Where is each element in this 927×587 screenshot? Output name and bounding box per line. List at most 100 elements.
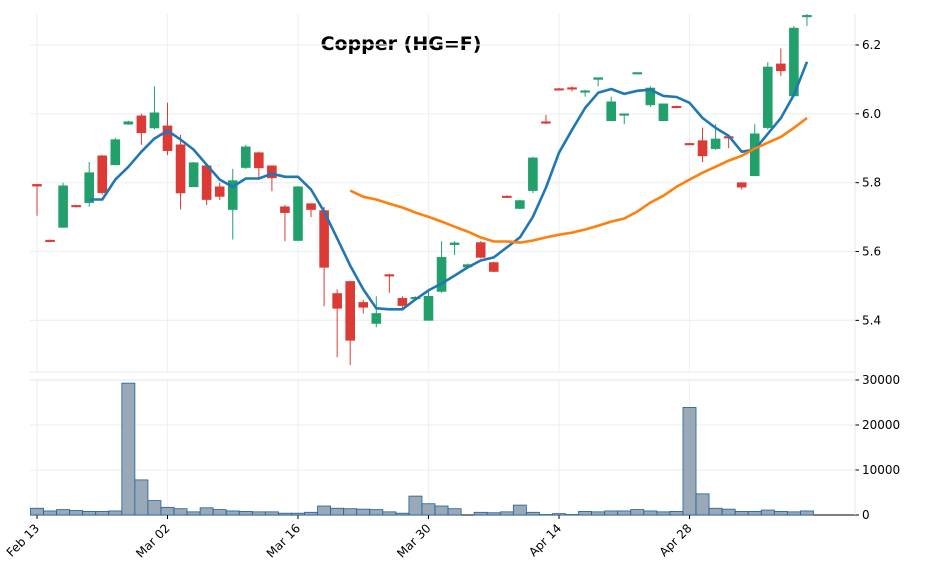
candle-body bbox=[162, 125, 173, 151]
volume-bar bbox=[447, 508, 462, 516]
volume-bar bbox=[395, 512, 410, 516]
candle-body bbox=[593, 77, 603, 80]
candle-body bbox=[606, 101, 617, 122]
volume-bar bbox=[708, 507, 723, 516]
candle-body bbox=[671, 105, 682, 109]
candle-body bbox=[280, 206, 290, 213]
candle-body bbox=[423, 295, 434, 321]
volume-bar bbox=[212, 509, 227, 516]
candle-body bbox=[554, 88, 564, 91]
candle-body bbox=[501, 195, 512, 198]
volume-bar bbox=[291, 512, 305, 516]
y-tick-label: 5.6 bbox=[862, 245, 881, 259]
volume-bar bbox=[225, 510, 240, 516]
candle-body bbox=[762, 66, 773, 128]
moving-average-line bbox=[89, 61, 809, 311]
volume-bar bbox=[604, 510, 619, 516]
volume-bar bbox=[473, 511, 488, 516]
chart-title: Copper (HG=F) bbox=[321, 33, 482, 55]
volume-bar bbox=[773, 510, 788, 516]
candle-body bbox=[397, 298, 408, 306]
volume-bar bbox=[578, 510, 593, 516]
candle-body bbox=[658, 103, 669, 122]
volume-bar bbox=[721, 508, 736, 516]
x-tick-label: Apr 14 bbox=[526, 521, 564, 559]
y-tick-label: 6.0 bbox=[862, 107, 881, 121]
candle-body bbox=[345, 281, 356, 341]
volume-bar bbox=[56, 509, 71, 516]
volume-bar bbox=[643, 510, 658, 516]
volume-bar bbox=[251, 511, 266, 516]
candle-body bbox=[632, 72, 643, 75]
volume-bar bbox=[682, 407, 697, 516]
candle-body bbox=[136, 115, 147, 134]
candle-body bbox=[710, 138, 721, 149]
candle-body bbox=[541, 121, 551, 124]
candle-body bbox=[201, 165, 212, 200]
volume-bar bbox=[264, 511, 279, 516]
volume-tick-label: 0 bbox=[862, 508, 870, 522]
candle-body bbox=[254, 152, 264, 169]
volume-bar bbox=[525, 511, 540, 516]
volume-tick-label: 30000 bbox=[862, 373, 900, 387]
volume-bar bbox=[656, 511, 671, 516]
y-tick-label: 5.4 bbox=[862, 313, 881, 327]
candle-body bbox=[58, 185, 68, 228]
candle-body bbox=[515, 200, 525, 209]
y-tick-label: 6.2 bbox=[862, 38, 881, 52]
candle-body bbox=[293, 186, 303, 241]
volume-bar bbox=[408, 495, 423, 516]
candle-body bbox=[528, 157, 538, 191]
candle-body bbox=[619, 113, 630, 116]
volume-bar bbox=[630, 509, 645, 516]
volume-bar bbox=[695, 493, 710, 516]
candle-body bbox=[97, 155, 108, 193]
candle-body bbox=[436, 257, 447, 292]
candle-body bbox=[175, 144, 186, 194]
volume-bar bbox=[30, 507, 44, 516]
volume-bar bbox=[160, 506, 175, 516]
volume-bar bbox=[43, 510, 57, 516]
volume-bar bbox=[121, 382, 136, 516]
volume-bar bbox=[786, 511, 801, 516]
candle-body bbox=[32, 184, 42, 187]
volume-bar bbox=[278, 512, 292, 516]
x-tick-label: Mar 16 bbox=[264, 521, 303, 560]
x-tick-label: Feb 13 bbox=[4, 521, 42, 559]
candle-body bbox=[802, 15, 812, 18]
volume-tick-label: 10000 bbox=[862, 463, 900, 477]
candle-body bbox=[214, 186, 225, 197]
candle-body bbox=[188, 162, 199, 188]
candle-body bbox=[123, 121, 134, 125]
x-tick-label: Apr 28 bbox=[657, 521, 695, 559]
volume-bar bbox=[147, 500, 162, 516]
volume-bar bbox=[134, 479, 149, 516]
candle-body bbox=[267, 165, 277, 179]
volume-bar bbox=[747, 510, 762, 516]
candle-body bbox=[110, 139, 121, 166]
candle-body bbox=[580, 90, 590, 93]
candle-body bbox=[749, 133, 760, 177]
volume-bar bbox=[173, 508, 188, 516]
candle-body bbox=[371, 313, 382, 324]
candle-body bbox=[384, 274, 395, 277]
volume-bar bbox=[421, 503, 436, 516]
volume-bar bbox=[199, 507, 214, 516]
volume-bar bbox=[800, 510, 814, 516]
volume-bar bbox=[69, 510, 84, 516]
candle-body bbox=[306, 203, 316, 210]
volume-bar bbox=[317, 505, 332, 516]
volume-bar bbox=[369, 509, 384, 516]
volume-bar bbox=[108, 510, 123, 516]
candle-body bbox=[241, 146, 251, 168]
volume-bar bbox=[512, 504, 527, 516]
volume-bar bbox=[82, 510, 97, 516]
candle-body bbox=[488, 262, 499, 272]
volume-bar bbox=[617, 510, 632, 516]
volume-bar bbox=[734, 510, 749, 516]
y-tick-label: 5.8 bbox=[862, 176, 881, 190]
volume-bar bbox=[186, 511, 201, 516]
volume-tick-label: 20000 bbox=[862, 418, 900, 432]
moving-average-line bbox=[349, 116, 808, 244]
